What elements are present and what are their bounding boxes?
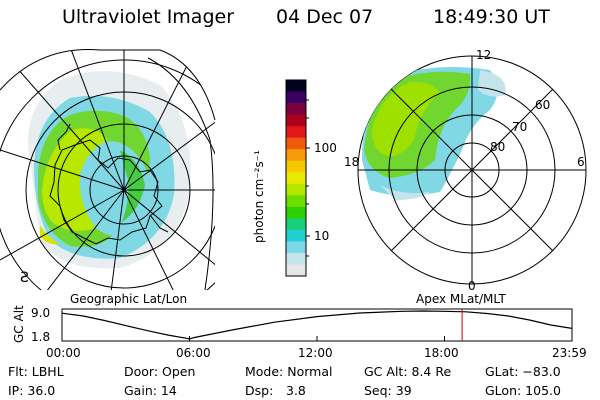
geographic-caption: Geographic Lat/Lon: [70, 292, 188, 306]
alt-ytick-max: 9.0: [31, 306, 51, 320]
colorbar-band: [286, 114, 306, 127]
date-label: 04 Dec 07: [276, 6, 374, 28]
mlt-label-12: 12: [476, 48, 492, 62]
colorbar-band: [286, 206, 306, 219]
colorbar: [286, 80, 306, 277]
colorbar-band: [286, 229, 306, 243]
ip-status: IP: 36.0: [8, 383, 56, 398]
gain-status: Gain: 14: [124, 383, 177, 398]
alt-xtick-1: 06:00: [176, 346, 211, 360]
glat-status: GLat: −83.0: [485, 364, 561, 379]
mlat-label-70: 70: [512, 120, 528, 134]
mlt-label-18: 18: [344, 155, 360, 169]
gc-alt-status: GC Alt: 8.4 Re: [364, 364, 452, 379]
geographic-map: [0, 49, 215, 290]
magnetic-polar-plot: [357, 55, 587, 285]
time-label: 18:49:30 UT: [433, 6, 550, 28]
colorbar-band: [286, 252, 306, 266]
mlat-label-80: 80: [490, 140, 506, 154]
alt-xtick-2: 12:00: [298, 346, 333, 360]
alt-xtick-4: 23:59: [552, 346, 587, 360]
mode-status: Mode: Normal: [245, 364, 333, 379]
corner-mark: Ƨ: [20, 270, 29, 286]
colorbar-tick-10: 10: [314, 229, 330, 243]
mlt-label-6: 6: [577, 155, 585, 169]
colorbar-band: [286, 172, 306, 185]
colorbar-band: [286, 195, 306, 208]
alt-xtick-3: 18:00: [424, 346, 459, 360]
glon-status: GLon: 105.0: [485, 383, 561, 398]
colorbar-band: [286, 80, 306, 93]
apex-caption: Apex MLat/MLT: [416, 292, 506, 306]
colorbar-band: [286, 264, 306, 277]
colorbar-band: [286, 91, 306, 104]
colorbar-band: [286, 160, 306, 173]
colorbar-band: [286, 149, 306, 162]
mlat-label-60: 60: [535, 98, 551, 112]
colorbar-band: [286, 103, 306, 116]
colorbar-band: [286, 126, 306, 139]
alt-ylabel: GC Alt: [12, 305, 26, 343]
colorbar-band: [286, 241, 306, 254]
alt-xtick-0: 00:00: [46, 346, 81, 360]
instrument-title: Ultraviolet Imager: [62, 6, 235, 28]
colorbar-band: [286, 218, 306, 231]
colorbar-band: [286, 183, 306, 196]
door-status: Door: Open: [124, 364, 196, 379]
colorbar-band: [286, 137, 306, 150]
alt-ytick-min: 1.8: [31, 330, 51, 344]
seq-status: Seq: 39: [364, 383, 412, 398]
mlt-label-0: 0: [468, 279, 476, 293]
dsp-status-value: 3.8: [286, 383, 306, 398]
colorbar-label: photon cm⁻²s⁻¹: [252, 150, 266, 243]
altitude-plot: [61, 308, 573, 342]
dsp-status-label: Dsp:: [245, 383, 274, 398]
filter-status: Flt: LBHL: [8, 364, 64, 379]
colorbar-tick-100: 100: [314, 141, 337, 155]
